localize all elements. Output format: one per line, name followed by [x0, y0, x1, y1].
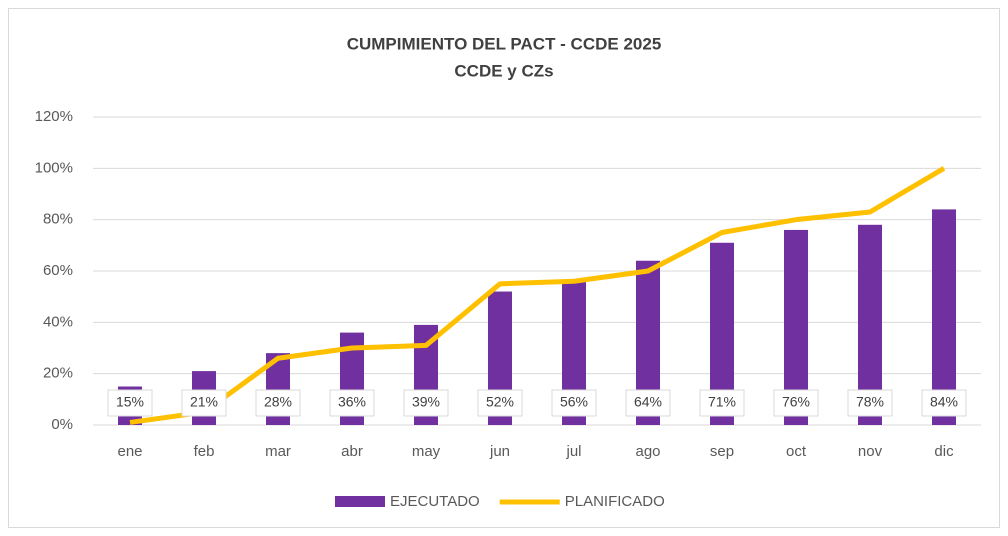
data-label: 56% — [560, 394, 588, 410]
y-tick-label: 60% — [43, 262, 73, 279]
data-label: 64% — [634, 394, 662, 410]
data-label-box — [181, 389, 227, 417]
data-label: 52% — [486, 394, 514, 410]
x-tick-label: oct — [786, 443, 807, 460]
data-label-box — [403, 389, 449, 417]
x-tick-label: ene — [117, 443, 142, 460]
data-label: 84% — [930, 394, 958, 410]
bar — [932, 209, 956, 425]
chart-title: CUMPIMIENTO DEL PACT - CCDE 2025 — [347, 34, 662, 53]
data-label: 71% — [708, 394, 736, 410]
data-label-box — [107, 389, 153, 417]
data-label-box — [847, 389, 893, 417]
legend-swatch — [335, 496, 385, 507]
y-tick-label: 40% — [43, 313, 73, 330]
legend-label: EJECUTADO — [390, 493, 480, 510]
x-tick-label: mar — [265, 443, 291, 460]
x-tick-label: jun — [489, 443, 510, 460]
y-tick-label: 0% — [51, 416, 73, 433]
data-label-box — [477, 389, 523, 417]
x-tick-label: abr — [341, 443, 363, 460]
y-tick-label: 120% — [35, 108, 73, 125]
data-label: 15% — [116, 394, 144, 410]
data-label-box — [699, 389, 745, 417]
chart-frame — [8, 8, 1000, 528]
x-tick-label: nov — [858, 443, 883, 460]
data-label-box — [921, 389, 967, 417]
x-tick-label: ago — [635, 443, 660, 460]
data-label: 76% — [782, 394, 810, 410]
data-label: 28% — [264, 394, 292, 410]
data-label: 36% — [338, 394, 366, 410]
line — [129, 166, 946, 425]
legend-label: PLANIFICADO — [565, 493, 665, 510]
x-tick-label: may — [412, 443, 441, 460]
data-label-box — [551, 389, 597, 417]
x-tick-label: jul — [565, 443, 581, 460]
data-label: 21% — [190, 394, 218, 410]
data-label-box — [255, 389, 301, 417]
x-tick-label: dic — [934, 443, 954, 460]
chart-subtitle: CCDE y CZs — [454, 61, 553, 80]
data-label: 78% — [856, 394, 884, 410]
data-label-box — [329, 389, 375, 417]
x-tick-label: sep — [710, 443, 734, 460]
y-tick-label: 20% — [43, 365, 73, 382]
data-label-box — [773, 389, 819, 417]
y-tick-label: 100% — [35, 159, 73, 176]
y-tick-label: 80% — [43, 211, 73, 228]
data-label-box — [625, 389, 671, 417]
data-label: 39% — [412, 394, 440, 410]
x-tick-label: feb — [194, 443, 215, 460]
